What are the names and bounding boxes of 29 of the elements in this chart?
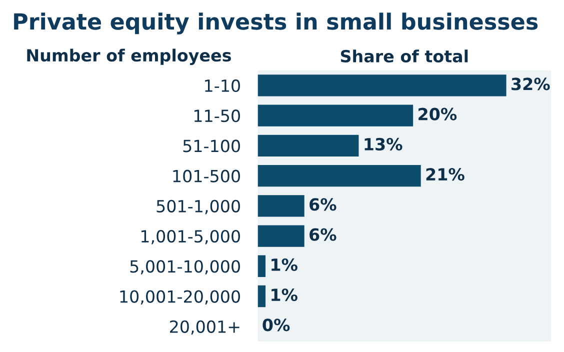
bar — [258, 134, 359, 157]
data-label: 20% — [418, 108, 457, 120]
y-tick-label: 51-100 — [183, 140, 240, 152]
data-label: 6% — [310, 198, 336, 211]
bar — [258, 225, 304, 247]
bar — [258, 104, 414, 126]
bar — [258, 74, 506, 96]
bar — [258, 164, 421, 187]
x-axis-title: Share of total — [340, 50, 468, 63]
y-tick-label: 10,001-20,000 — [120, 290, 240, 305]
y-tick-label: 101-500 — [173, 170, 240, 182]
y-tick-label: 11-50 — [194, 110, 240, 122]
y-tick-label: 20,001+ — [170, 320, 240, 335]
data-label: 1% — [272, 288, 298, 302]
y-tick-label: 5,001-10,000 — [130, 260, 240, 274]
y-tick-label: 501-1,000 — [156, 200, 240, 214]
data-label: 1% — [272, 258, 298, 271]
bar — [258, 285, 266, 308]
bar — [258, 195, 304, 217]
y-tick-label: 1,001-5,000 — [141, 230, 240, 244]
data-label: 13% — [364, 138, 402, 151]
bar — [258, 255, 266, 277]
y-tick-label: 1-10 — [205, 79, 240, 92]
data-label: 6% — [310, 228, 336, 241]
chart-title: Private equity invests in small businesses — [14, 12, 538, 34]
data-label: 0% — [262, 318, 290, 332]
data-label: 21% — [426, 168, 464, 181]
y-axis-title: Number of employees — [27, 48, 231, 65]
data-label: 32% — [512, 78, 550, 90]
